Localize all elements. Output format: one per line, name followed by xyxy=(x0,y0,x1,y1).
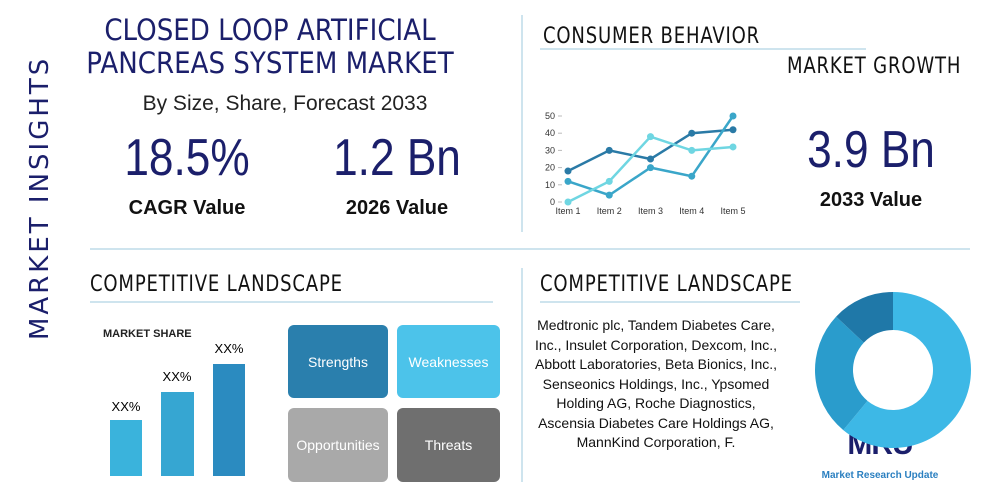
donut-segment xyxy=(814,316,868,431)
point xyxy=(647,164,654,172)
x-tick-label: Item 4 xyxy=(679,206,704,216)
point xyxy=(729,126,737,134)
y-tick-label: 30 xyxy=(545,145,555,155)
x-tick-label: Item 3 xyxy=(638,206,663,216)
subtitle: By Size, Share, Forecast 2033 xyxy=(142,92,428,115)
title: CLOSED LOOP ARTIFICIAL PANCREAS SYSTEM M… xyxy=(86,13,454,80)
point xyxy=(605,191,613,199)
bar xyxy=(110,420,142,476)
swot-box: Opportunities xyxy=(288,408,388,482)
swot-box: Weaknesses xyxy=(397,325,500,398)
company-list: Medtronic plc, Tandem Diabetes Care, Inc… xyxy=(534,317,778,450)
point xyxy=(647,133,654,141)
point xyxy=(688,172,696,180)
x-tick-label: Item 5 xyxy=(720,206,745,216)
point xyxy=(564,177,572,185)
donut-segment xyxy=(836,292,893,343)
section-title: COMPETITIVE LANDSCAPE xyxy=(90,272,343,297)
donut-segment xyxy=(843,292,972,449)
section-title: COMPETITIVE LANDSCAPE xyxy=(540,272,793,297)
point xyxy=(605,146,613,154)
swot-box: Strengths xyxy=(288,325,388,398)
bar xyxy=(213,364,245,476)
logo-text: Market Research Update xyxy=(821,470,939,481)
bar-label: XX% xyxy=(162,369,192,384)
y-tick-label: 40 xyxy=(545,128,555,138)
point xyxy=(729,143,737,151)
point xyxy=(688,146,696,154)
stat-value: 1.2 Bn xyxy=(333,129,461,187)
bar-label: XX% xyxy=(111,399,141,414)
x-tick-label: Item 1 xyxy=(555,206,580,216)
stat-label: CAGR Value xyxy=(128,197,246,219)
stat-value: 3.9 Bn xyxy=(807,121,935,179)
section-title: CONSUMER BEHAVIOR xyxy=(543,24,761,49)
bar-title: MARKET SHARE xyxy=(103,328,192,340)
y-tick-label: 0 xyxy=(550,197,555,207)
stat-value: 18.5% xyxy=(124,129,250,187)
y-tick-label: 10 xyxy=(545,180,555,190)
point xyxy=(688,129,696,137)
point xyxy=(564,198,572,206)
point xyxy=(605,177,613,185)
point xyxy=(729,112,737,120)
y-tick-label: 50 xyxy=(545,111,555,121)
section-subtitle: MARKET GROWTH xyxy=(787,54,962,79)
y-tick-label: 20 xyxy=(545,163,555,173)
bar-label: XX% xyxy=(214,341,244,356)
x-tick-label: Item 2 xyxy=(597,206,622,216)
stat-label: 2026 Value xyxy=(345,197,449,219)
swot-box: Threats xyxy=(397,408,500,482)
point xyxy=(564,167,572,175)
bar xyxy=(161,392,194,476)
stat-label: 2033 Value xyxy=(819,189,923,211)
point xyxy=(647,155,654,163)
